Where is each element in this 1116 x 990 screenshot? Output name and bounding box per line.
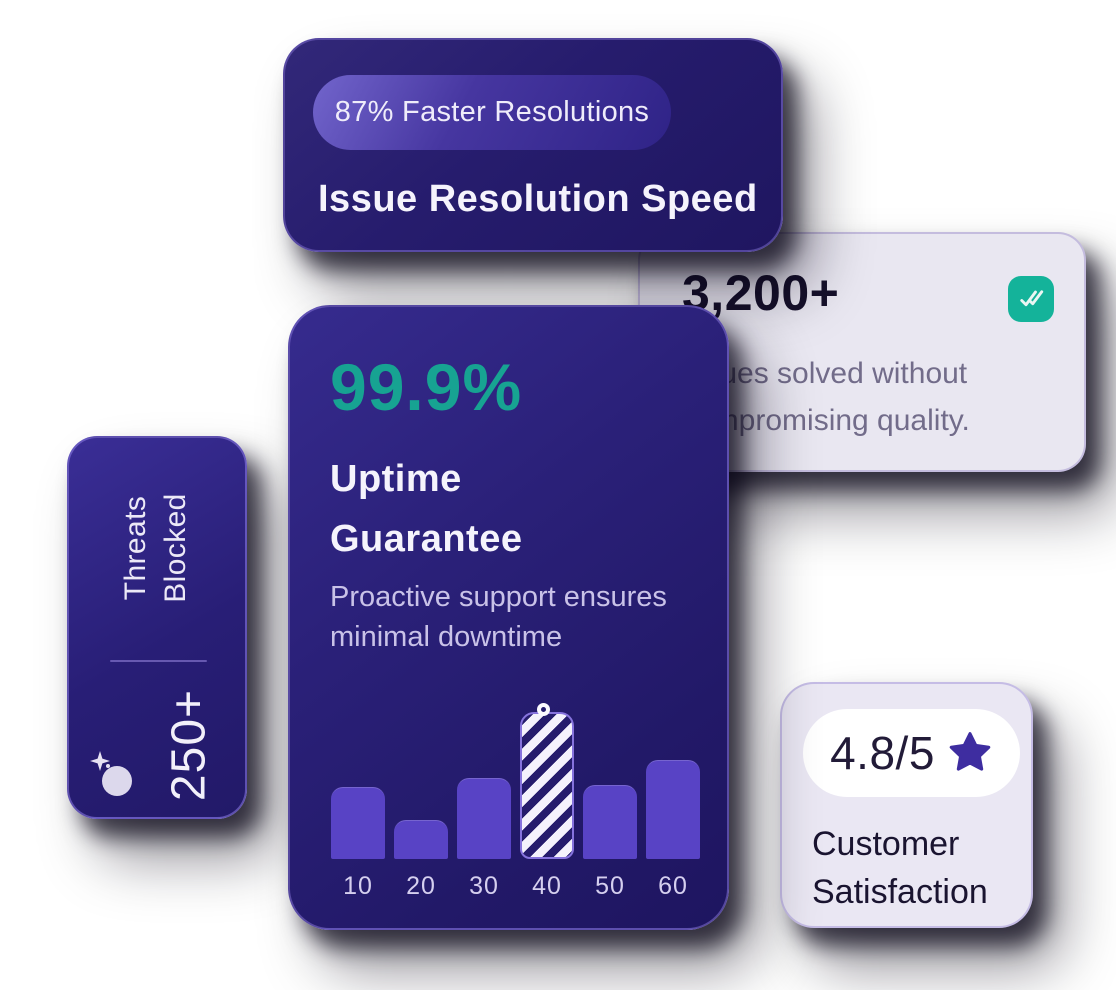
sparkle-orb-icon: [87, 748, 139, 805]
issues-description-line2: compromising quality.: [682, 404, 970, 437]
bar-marker-dot: [536, 703, 550, 716]
faster-resolutions-badge: 87% Faster Resolutions: [313, 75, 671, 150]
uptime-guarantee-card: 99.9% Uptime Guarantee Proactive support …: [288, 305, 729, 930]
satisfaction-label-line1: Customer: [812, 825, 960, 863]
issue-resolution-card: 87% Faster Resolutions Issue Resolution …: [283, 38, 783, 252]
divider: [110, 660, 207, 662]
bar-label: 60: [658, 872, 688, 900]
bar-column: 50: [583, 785, 637, 900]
uptime-bar-chart: 10 20 30 40 50 60: [331, 703, 700, 900]
uptime-title-line2: Guarantee: [330, 518, 523, 560]
bar-column: 40: [520, 703, 574, 900]
bar: [457, 778, 511, 859]
bar-label: 40: [532, 872, 562, 900]
rating-pill: 4.8/5: [803, 709, 1020, 797]
threats-blocked-card: Threats Blocked 250+: [67, 436, 247, 819]
customer-satisfaction-card: 4.8/5 Customer Satisfaction: [780, 682, 1033, 928]
bar-column: 30: [457, 778, 511, 900]
uptime-card-title: Uptime Guarantee: [330, 449, 522, 569]
double-check-icon: [1008, 276, 1054, 322]
bar-column: 10: [331, 787, 385, 900]
uptime-description: Proactive support ensures minimal downtim…: [330, 577, 667, 657]
threats-stat-value: 250+: [162, 688, 216, 802]
bar: [394, 820, 448, 859]
bar: [646, 760, 700, 859]
bar-label: 20: [406, 872, 436, 900]
satisfaction-label: Customer Satisfaction: [812, 820, 988, 916]
bar-label: 50: [595, 872, 625, 900]
bar-column: 60: [646, 760, 700, 900]
satisfaction-label-line2: Satisfaction: [812, 873, 988, 911]
star-icon: [947, 730, 993, 776]
uptime-stat-value: 99.9%: [330, 350, 523, 424]
bar-label: 10: [343, 872, 373, 900]
issues-description-line1: Issues solved without: [682, 357, 968, 390]
threats-label: Threats Blocked: [116, 483, 196, 613]
bar: [583, 785, 637, 859]
bar: [331, 787, 385, 859]
issues-description: Issues solved without compromising qualit…: [682, 350, 970, 444]
bar-label: 30: [469, 872, 499, 900]
uptime-description-line2: minimal downtime: [330, 621, 563, 653]
threats-label-line2: Blocked: [159, 493, 192, 603]
rating-value: 4.8/5: [830, 727, 935, 779]
uptime-title-line1: Uptime: [330, 458, 462, 500]
bar-highlighted: [520, 703, 574, 859]
resolution-card-title: Issue Resolution Speed: [318, 178, 758, 220]
uptime-description-line1: Proactive support ensures: [330, 581, 667, 613]
threats-label-line1: Threats: [119, 495, 152, 601]
bar-column: 20: [394, 820, 448, 900]
